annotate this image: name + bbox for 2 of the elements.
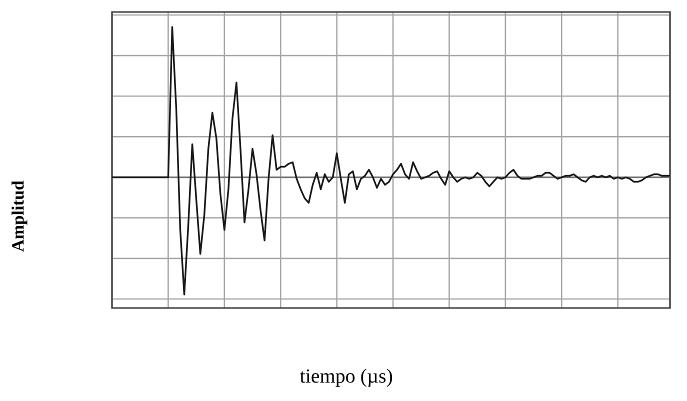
x-axis-title: tiempo (µs) (300, 368, 392, 387)
y-axis-title: Amplitud (12, 180, 28, 252)
